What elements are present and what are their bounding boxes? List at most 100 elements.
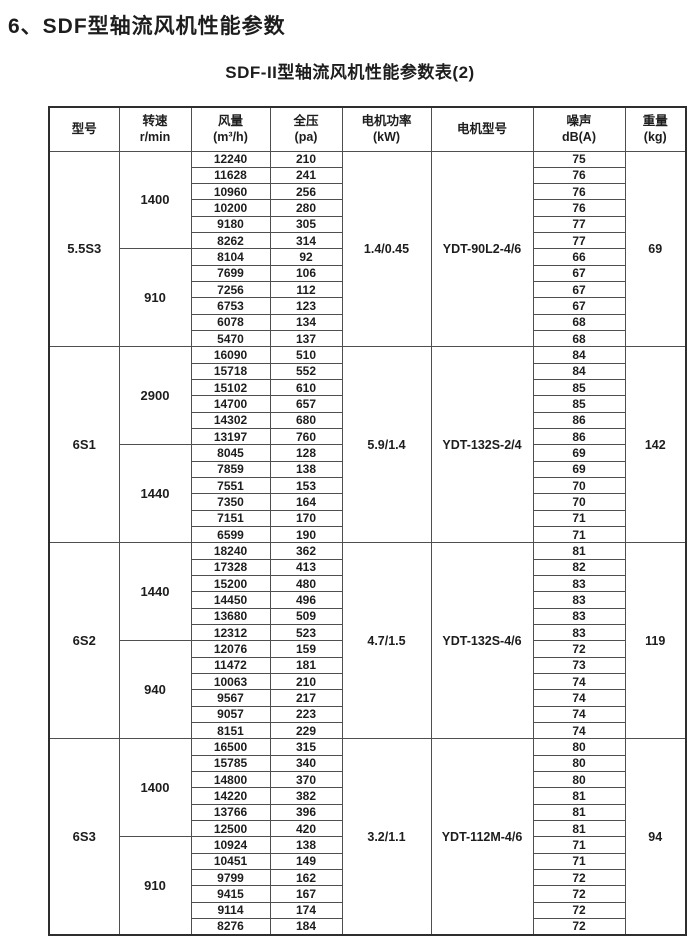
data-row: 14302 680 86 xyxy=(49,411,686,430)
noise-cell: 67 xyxy=(532,297,626,315)
noise-cell: 71 xyxy=(532,526,626,544)
noise-cell: 81 xyxy=(532,819,626,838)
motor-model-cell: YDT-132S-2/4 xyxy=(430,346,534,544)
noise-cell: 74 xyxy=(532,689,626,707)
flow-cell: 9567 xyxy=(190,689,271,707)
noise-cell: 77 xyxy=(532,232,626,250)
noise-cell: 74 xyxy=(532,721,626,740)
speed-cell: 2900 xyxy=(118,346,192,446)
flow-cell: 12500 xyxy=(190,819,271,838)
pressure-cell: 123 xyxy=(269,297,343,315)
noise-cell: 76 xyxy=(532,166,626,185)
flow-cell: 14450 xyxy=(190,591,271,609)
data-row: 5.5S3 1400 12240 210 1.4/0.45 YDT-90L2-4/6 75 6… xyxy=(48,150,687,348)
pressure-cell: 223 xyxy=(269,705,343,723)
data-row: 10960 256 76 xyxy=(49,183,686,201)
pressure-cell: 413 xyxy=(269,558,343,577)
noise-cell: 72 xyxy=(532,640,626,658)
pressure-cell: 610 xyxy=(269,379,343,397)
noise-cell: 76 xyxy=(532,199,626,217)
flow-cell: 18240 xyxy=(190,542,271,560)
pressure-cell: 280 xyxy=(269,199,343,217)
pressure-cell: 153 xyxy=(269,477,343,495)
noise-cell: 77 xyxy=(532,215,626,234)
flow-cell: 8276 xyxy=(190,917,271,936)
data-row: 910 10924 138 71 xyxy=(49,836,686,936)
noise-cell: 73 xyxy=(532,656,626,675)
data-row: 12312 523 83 xyxy=(49,624,686,642)
noise-cell: 76 xyxy=(532,183,626,201)
noise-cell: 74 xyxy=(532,672,626,691)
pressure-cell: 181 xyxy=(269,656,343,675)
noise-cell: 86 xyxy=(532,411,626,430)
flow-cell: 9114 xyxy=(190,901,271,919)
data-row: 7699 106 67 xyxy=(49,264,686,283)
flow-cell: 8045 xyxy=(190,444,271,462)
pressure-cell: 112 xyxy=(269,281,343,299)
pressure-cell: 159 xyxy=(269,640,343,658)
pressure-cell: 315 xyxy=(269,738,343,756)
weight-cell: 94 xyxy=(624,738,687,936)
pressure-cell: 217 xyxy=(269,689,343,707)
data-row: 9567 217 74 xyxy=(49,689,686,707)
pressure-cell: 174 xyxy=(269,901,343,919)
flow-cell: 15102 xyxy=(190,379,271,397)
pressure-cell: 396 xyxy=(269,803,343,821)
speed-cell: 910 xyxy=(118,836,192,936)
data-row: 15200 480 83 xyxy=(49,575,686,593)
noise-cell: 70 xyxy=(532,477,626,495)
flow-cell: 7256 xyxy=(190,281,271,299)
data-row: 13680 509 83 xyxy=(49,607,686,626)
pressure-cell: 509 xyxy=(269,607,343,626)
pressure-cell: 241 xyxy=(269,166,343,185)
flow-cell: 6753 xyxy=(190,297,271,315)
data-row: 7350 164 70 xyxy=(49,493,686,511)
header-weight: 重量 (kg) xyxy=(624,106,687,152)
noise-cell: 84 xyxy=(532,362,626,381)
speed-cell: 1440 xyxy=(118,542,192,642)
noise-cell: 71 xyxy=(532,852,626,870)
power-cell: 5.9/1.4 xyxy=(341,346,432,544)
flow-cell: 16090 xyxy=(190,346,271,364)
header-motor-label: 电机型号 xyxy=(456,122,507,137)
data-row: 14800 370 80 xyxy=(49,770,686,789)
flow-cell: 7151 xyxy=(190,509,271,528)
data-row: 7859 138 69 xyxy=(49,460,686,479)
pressure-cell: 370 xyxy=(269,770,343,789)
flow-cell: 14220 xyxy=(190,787,271,805)
flow-cell: 11472 xyxy=(190,656,271,675)
data-row: 8262 314 77 xyxy=(49,232,686,250)
pressure-cell: 184 xyxy=(269,917,343,936)
pressure-cell: 420 xyxy=(269,819,343,838)
flow-cell: 8262 xyxy=(190,232,271,250)
data-row: 8276 184 72 xyxy=(49,917,686,936)
flow-cell: 10924 xyxy=(190,836,271,854)
pressure-cell: 210 xyxy=(269,150,343,168)
noise-cell: 85 xyxy=(532,379,626,397)
power-cell: 3.2/1.1 xyxy=(341,738,432,936)
pressure-cell: 362 xyxy=(269,542,343,560)
flow-cell: 10960 xyxy=(190,183,271,201)
flow-cell: 9415 xyxy=(190,885,271,903)
pressure-cell: 167 xyxy=(269,885,343,903)
pressure-cell: 314 xyxy=(269,232,343,250)
pressure-cell: 137 xyxy=(269,330,343,348)
pressure-cell: 138 xyxy=(269,460,343,479)
data-row: 7551 153 70 xyxy=(49,477,686,495)
pressure-cell: 760 xyxy=(269,428,343,446)
flow-cell: 15200 xyxy=(190,575,271,593)
noise-cell: 67 xyxy=(532,264,626,283)
pressure-cell: 138 xyxy=(269,836,343,854)
pressure-cell: 496 xyxy=(269,591,343,609)
header-noise-unit: dB(A) xyxy=(561,130,596,145)
fan-performance-table: 型号 转速 r/min 风量 (m³/h) 全压 (pa) 电机功率 (kW) 电机型号 噪声 dB(… xyxy=(48,106,687,936)
flow-cell: 16500 xyxy=(190,738,271,756)
pressure-cell: 106 xyxy=(269,264,343,283)
flow-cell: 17328 xyxy=(190,558,271,577)
pressure-cell: 256 xyxy=(269,183,343,201)
noise-cell: 66 xyxy=(532,248,626,266)
page-title: 6、SDF型轴流风机性能参数 xyxy=(8,15,286,38)
pressure-cell: 552 xyxy=(269,362,343,381)
data-row: 6S3 1400 16500 315 3.2/1.1 YDT-112M-4/6 80 94 xyxy=(48,738,687,936)
noise-cell: 68 xyxy=(532,313,626,332)
